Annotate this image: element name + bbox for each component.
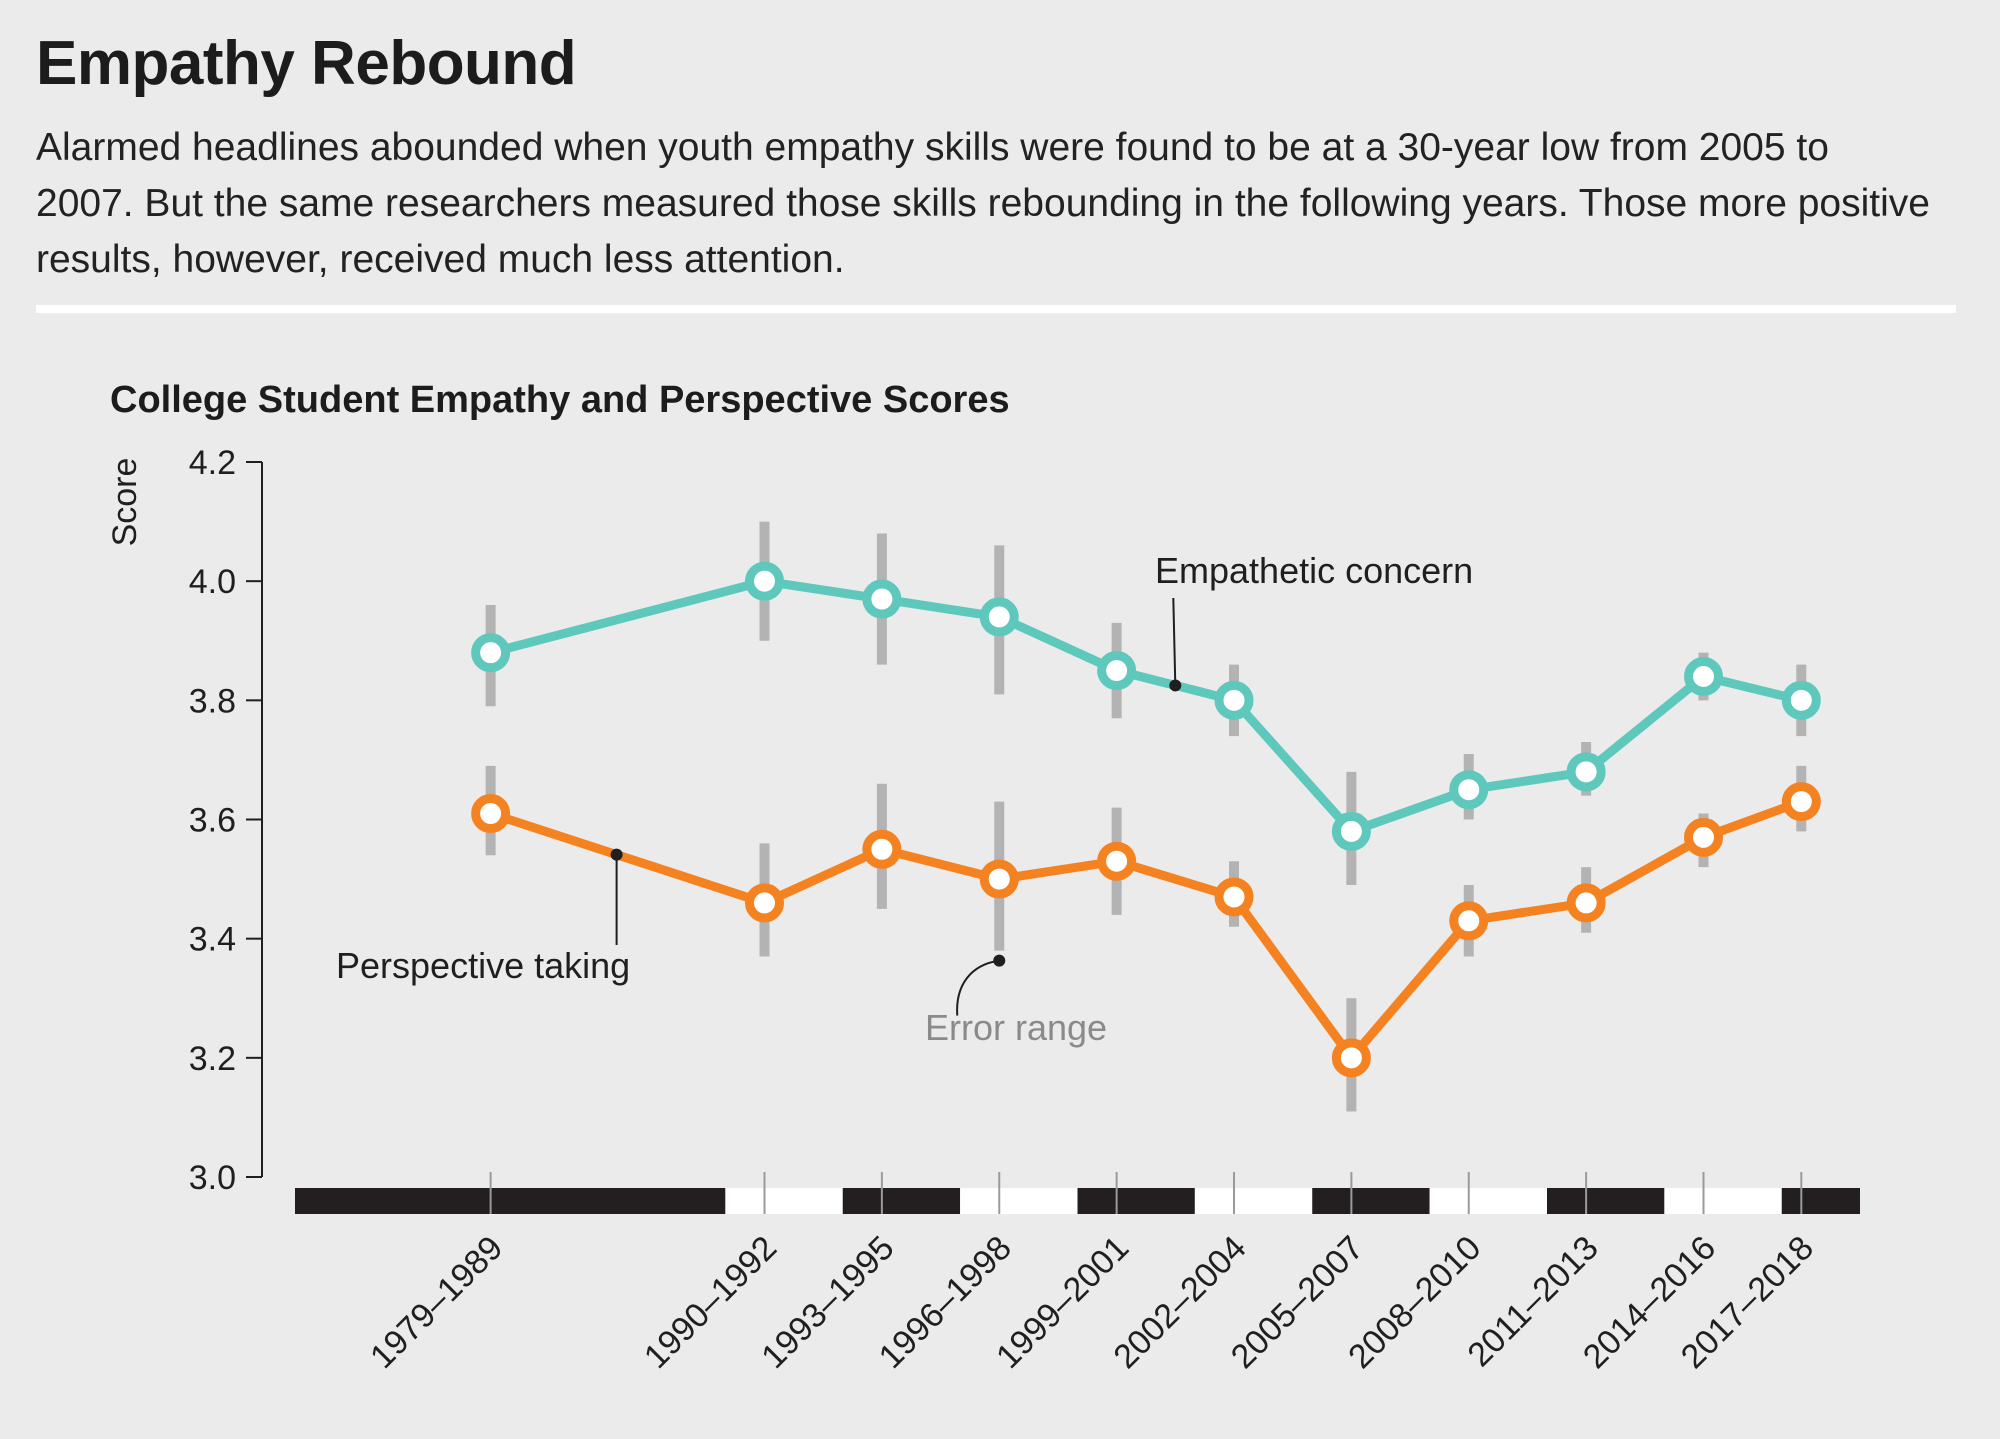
- data-point: [1566, 883, 1606, 923]
- series-line: [486, 797, 1806, 1063]
- data-point: [745, 561, 784, 601]
- data-point: [979, 597, 1019, 637]
- page-description: Alarmed headlines abounded when youth em…: [36, 126, 1930, 281]
- timeline-segment: [1077, 1188, 1195, 1214]
- perspective-taking-label: Perspective taking: [336, 945, 630, 986]
- data-point: [1566, 752, 1606, 792]
- data-point: [1449, 901, 1489, 941]
- error-range-label: Error range: [925, 1007, 1107, 1048]
- leader-line: [1172, 597, 1177, 686]
- data-point: [862, 829, 902, 869]
- timeline-segment: [1194, 1188, 1313, 1214]
- data-point: [862, 579, 902, 619]
- data-point: [1684, 657, 1723, 696]
- timeline-bar: [295, 1172, 1860, 1214]
- data-point: [1214, 680, 1254, 720]
- y-tick-label: 3.2: [189, 1040, 236, 1078]
- timeline-segment: [1429, 1188, 1547, 1214]
- y-tick-label: 4.0: [189, 563, 236, 601]
- data-point: [1331, 1038, 1371, 1078]
- timeline-segment: [1664, 1188, 1782, 1214]
- leader-line: [956, 959, 1000, 1016]
- data-point: [1684, 817, 1723, 857]
- leader-dot: [610, 848, 623, 861]
- timeline-segment: [1547, 1188, 1665, 1214]
- data-point: [1097, 841, 1137, 881]
- data-point: [1331, 811, 1371, 851]
- annotations: Empathetic concern Perspective taking Er…: [336, 550, 1473, 1048]
- data-point: [1781, 680, 1821, 720]
- data-point: [745, 883, 784, 923]
- series-line: [486, 576, 1806, 836]
- leader-dot: [993, 954, 1006, 967]
- data-points: [471, 561, 1821, 1078]
- timeline-segment: [295, 1188, 726, 1214]
- y-tick-label: 3.6: [189, 802, 236, 840]
- timeline-segment: [960, 1188, 1078, 1214]
- data-point: [1449, 770, 1489, 810]
- y-axis: 3.0 3.2 3.4 3.6 3.8 4.0 4.2: [189, 444, 263, 1197]
- y-tick-label: 3.8: [189, 682, 236, 720]
- data-point: [1097, 651, 1137, 691]
- data-point: [1214, 877, 1254, 917]
- timeline-segment: [725, 1188, 843, 1214]
- y-tick-label: 3.4: [189, 921, 236, 959]
- empathetic-concern-label: Empathetic concern: [1155, 550, 1473, 591]
- data-point: [471, 794, 511, 834]
- timeline-segment: [1781, 1188, 1860, 1214]
- page-title: Empathy Rebound: [36, 29, 577, 98]
- data-point: [471, 633, 511, 673]
- data-point: [1781, 782, 1821, 822]
- timeline-segment: [1312, 1188, 1430, 1214]
- header-divider: [36, 305, 1956, 313]
- error-bars: [485, 521, 1807, 1112]
- y-tick-label: 4.2: [189, 444, 236, 482]
- y-axis-label: Score: [106, 458, 144, 547]
- timeline-segment: [842, 1188, 961, 1214]
- leader-dot: [1169, 679, 1182, 692]
- data-point: [979, 859, 1019, 899]
- x-axis-labels: 1979–1989 1990–19921993–19951996–19981999…: [363, 1229, 1821, 1376]
- chart-title: College Student Empathy and Perspective …: [110, 379, 1010, 421]
- x-tick-label: 1979–1989: [363, 1229, 510, 1376]
- y-tick-label: 3.0: [189, 1159, 236, 1197]
- series-lines: [486, 576, 1806, 1063]
